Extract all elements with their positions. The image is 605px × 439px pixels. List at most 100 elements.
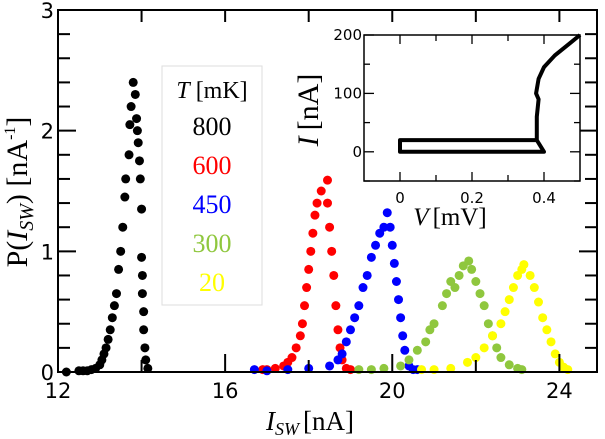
series-300 [354,256,527,375]
data-point [105,325,115,335]
series-800 [61,77,153,377]
data-point [287,353,297,363]
data-point [107,313,117,323]
data-point [394,295,404,305]
data-point [125,120,135,130]
data-point [385,222,395,232]
data-point [132,114,142,124]
inset-x-axis-label: V [mV] [413,204,486,231]
main-plot-frame [57,9,598,373]
data-point [345,325,355,335]
data-point [471,277,481,286]
data-point [492,343,502,353]
data-point [341,337,351,347]
x-axis-label-main: I [265,406,277,436]
data-point [137,204,147,214]
data-point [404,355,414,365]
y-axis-label: P(ISW) [nA-1] [1,117,38,268]
data-point [132,126,142,136]
data-point [379,363,389,373]
data-point [291,343,301,353]
data-point [464,256,474,266]
data-point [137,270,147,280]
data-point [116,246,126,256]
data-point [262,366,272,376]
data-point [337,349,347,359]
data-point [114,264,124,274]
data-point [382,208,392,218]
main-plot-marks [61,77,573,377]
data-point [135,174,145,184]
x-tick-label: 20 [379,379,406,403]
data-point [141,355,151,365]
data-point [297,319,307,329]
data-point [396,361,406,371]
data-point [109,301,119,311]
data-point [310,210,320,220]
legend-item-300: 300 [193,229,232,258]
data-point [327,246,337,256]
data-point [306,246,316,256]
data-point [134,156,144,166]
data-point [504,295,514,305]
data-point [300,301,310,311]
data-point [396,313,406,323]
data-point [496,319,506,329]
x-axis-label: ISW [nA] [265,406,354,439]
data-point [387,240,397,250]
data-point [270,363,280,373]
data-point [475,289,485,299]
data-point [400,345,410,355]
data-point [471,353,481,363]
inset-x-tick-label: 0.2 [460,189,484,207]
data-point [308,228,318,238]
data-point [442,289,452,299]
data-point [508,283,518,293]
data-point [519,260,529,270]
data-point [412,345,422,355]
data-point [140,343,150,353]
series-450 [249,208,422,376]
legend-item-600: 600 [193,151,232,180]
inset-axis-ticks: 0 0.2 0.4 0 100 200 [333,26,580,207]
legend: T [mK] 800 600 450 300 20 [161,65,263,306]
data-point [103,334,113,344]
data-point [504,360,514,370]
data-point [479,343,489,353]
data-point [101,343,111,353]
data-point [467,264,477,274]
data-point [398,331,408,341]
legend-item-450: 450 [193,190,232,219]
data-point [331,301,341,311]
data-point [143,363,153,373]
data-point [333,325,343,335]
data-point [329,270,339,280]
data-point [128,77,138,87]
data-point [354,301,364,311]
data-point [429,319,439,329]
data-point [389,258,399,268]
data-point [525,270,535,280]
data-point [450,283,460,293]
inset-x-tick-label: 0 [395,189,405,207]
data-point [483,319,493,329]
data-point [111,289,121,299]
y-tick-label: 1 [41,240,54,264]
data-point [304,264,314,274]
inset-y-axis-label: I[nA] [292,74,325,148]
data-point [118,222,128,232]
data-point [538,313,548,323]
data-point [316,186,326,196]
x-axis-label-unit: [nA] [303,406,354,436]
data-point [391,277,401,286]
inset-y-tick-label: 100 [333,84,362,102]
iv-curve [398,33,582,154]
data-point [550,349,560,359]
data-point [295,331,305,341]
x-tick-label: 16 [212,379,239,403]
y-tick-label: 2 [41,120,54,144]
legend-item-800: 800 [193,112,232,141]
data-point [139,307,149,317]
data-point [137,289,147,299]
